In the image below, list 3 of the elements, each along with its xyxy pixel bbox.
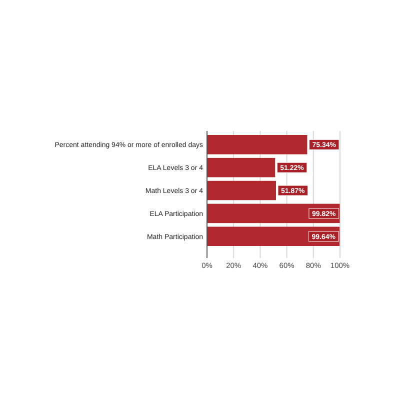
bar [207, 226, 340, 246]
bar [207, 158, 276, 178]
bar [207, 135, 308, 154]
